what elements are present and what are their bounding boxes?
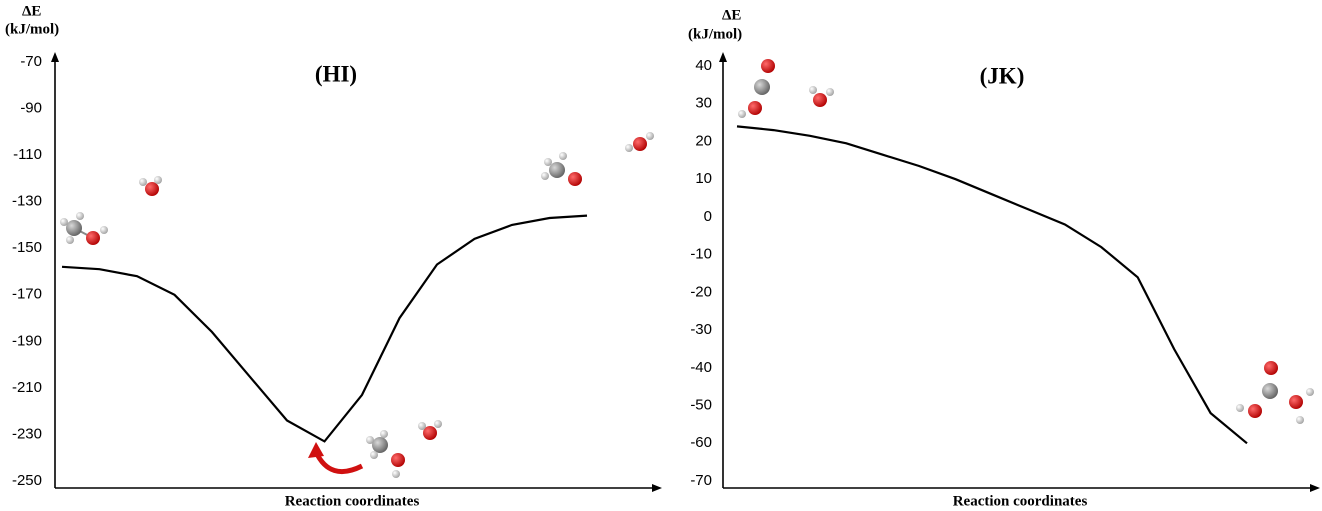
- y-tick-label: 0: [704, 208, 712, 225]
- y-tick-label: 40: [695, 57, 712, 74]
- axis-arrow: [652, 484, 662, 492]
- y-tick-label: -190: [12, 332, 42, 349]
- y-tick-label: -70: [690, 472, 712, 489]
- y-tick-label: 30: [695, 95, 712, 112]
- axis-arrow: [1310, 484, 1320, 492]
- molecule: [541, 132, 654, 186]
- molecule: [1236, 361, 1314, 424]
- y-tick-label: -30: [690, 321, 712, 338]
- y-tick-label: -70: [20, 53, 42, 70]
- chart-title: (HI): [315, 61, 357, 86]
- y-tick-label: -210: [12, 379, 42, 396]
- y-tick-label: -170: [12, 286, 42, 303]
- y-tick-label: -20: [690, 283, 712, 300]
- y-axis-label: ΔE: [22, 3, 41, 19]
- molecule: [308, 420, 442, 478]
- y-tick-label: -50: [690, 397, 712, 414]
- chart-title: (JK): [980, 63, 1025, 88]
- y-tick-label: 10: [695, 170, 712, 187]
- y-axis-unit: (kJ/mol): [688, 26, 742, 42]
- y-tick-label: -110: [13, 146, 42, 163]
- molecule: [738, 59, 834, 118]
- page: {"chart_data": [ {"type": "line", "title…: [0, 0, 1322, 511]
- y-tick-label: -150: [12, 239, 42, 256]
- y-tick-label: -230: [12, 425, 42, 442]
- axis-arrow: [51, 52, 59, 62]
- x-axis-label: Reaction coordinates: [953, 493, 1088, 509]
- y-tick-label: -10: [690, 246, 712, 263]
- y-axis-label: ΔE: [722, 7, 741, 23]
- y-tick-label: -90: [20, 100, 42, 117]
- y-tick-label: 20: [695, 132, 712, 149]
- data-line: [737, 126, 1247, 443]
- y-tick-label: -250: [12, 472, 42, 489]
- axis-arrow: [719, 52, 727, 62]
- y-tick-label: -40: [690, 359, 712, 376]
- y-axis-unit: (kJ/mol): [5, 21, 59, 37]
- data-line: [62, 216, 587, 442]
- y-tick-label: -60: [690, 434, 712, 451]
- chart: -250 -230 -210 -190 -170 -150 -130 -110 -90 -70 (H…: [0, 0, 1322, 511]
- y-tick-label: -130: [12, 193, 42, 210]
- x-axis-label: Reaction coordinates: [285, 493, 420, 509]
- molecule: [60, 176, 162, 245]
